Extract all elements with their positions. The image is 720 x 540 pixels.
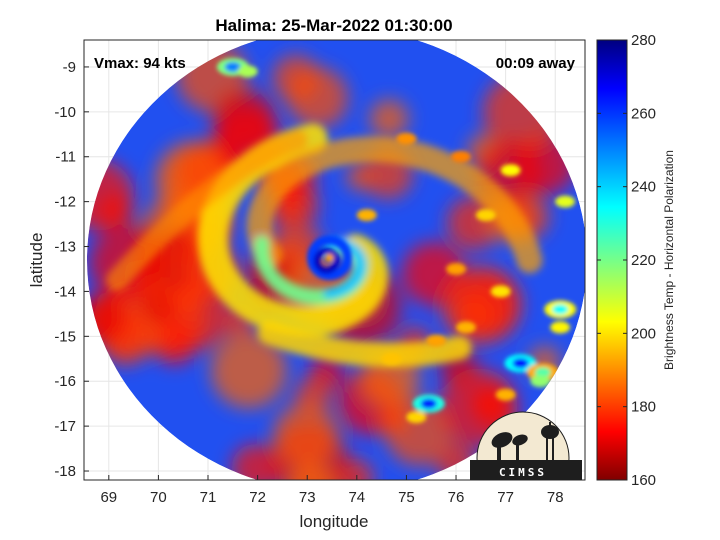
x-tick-label: 69 (100, 489, 117, 506)
western-band (105, 129, 308, 291)
texture-blob (86, 159, 134, 231)
scattered-cell (237, 65, 258, 78)
axes-frame (83, 39, 586, 481)
scattered-cell (426, 334, 447, 347)
texture-blob (273, 403, 338, 468)
y-tick-label: -17 (54, 418, 76, 435)
scattered-cell (381, 352, 402, 365)
y-tick-label: -12 (54, 194, 76, 211)
scattered-cell (500, 164, 521, 177)
rain-bands (105, 123, 543, 368)
scattered-cell (396, 132, 417, 145)
y-tick-label: -18 (54, 463, 76, 480)
y-tick-label: -9 (63, 59, 76, 76)
outer-rain-band (197, 123, 389, 337)
y-tick-label: -13 (54, 239, 76, 256)
colorbar-tick-label: 160 (631, 472, 656, 489)
texture-blob (141, 290, 175, 324)
texture-blob (287, 67, 348, 129)
outer-rain-band (246, 136, 543, 274)
x-ticks: 69 70 71 72 73 74 75 76 77 78 (100, 475, 564, 506)
y-tick-label: -15 (54, 328, 76, 345)
scattered-cell (530, 375, 551, 388)
scattered-cell (475, 209, 496, 222)
logo-text: CIMSS (499, 466, 547, 479)
inner-rain-band (318, 238, 367, 299)
scattered-cell (446, 262, 467, 275)
convective-cell (534, 367, 551, 378)
texture-blob (210, 332, 287, 409)
time-offset-annotation: 00:09 away (496, 55, 576, 72)
x-tick-label: 77 (497, 489, 514, 506)
x-tick-label: 74 (348, 489, 365, 506)
x-tick-label: 70 (150, 489, 167, 506)
convective-cell (512, 358, 529, 369)
x-tick-label: 73 (299, 489, 316, 506)
brightness-temperature-swath (86, 40, 585, 480)
storm-eye (325, 253, 334, 262)
convective-cell (552, 304, 569, 315)
scattered-cell (555, 195, 576, 208)
x-tick-label: 72 (249, 489, 266, 506)
y-axis-label: latitude (27, 233, 46, 288)
texture-blob (231, 443, 280, 480)
eyewall (307, 235, 353, 281)
texture-blob (385, 399, 453, 466)
chart-title: Halima: 25-Mar-2022 01:30:00 (215, 16, 452, 35)
colorbar-tick-label: 220 (631, 252, 656, 269)
x-axis-label: longitude (299, 512, 368, 531)
x-tick-label: 71 (200, 489, 217, 506)
colorbar-tick-label: 280 (631, 32, 656, 49)
colorbar-ticks: 280 260 240 220 200 180 160 (597, 32, 656, 489)
y-tick-label: -11 (55, 149, 76, 166)
scattered-cell (450, 150, 471, 163)
scattered-cell (490, 285, 511, 298)
colorbar-gradient (596, 39, 628, 481)
y-tick-label: -16 (54, 373, 76, 390)
vmax-annotation: Vmax: 94 kts (94, 55, 186, 72)
y-tick-label: -10 (54, 104, 76, 121)
y-tick-label: -14 (54, 283, 76, 300)
southern-rain-band (257, 320, 472, 368)
y-ticks: -9 -10 -11 -12 -13 -14 -15 -16 -17 -18 (54, 59, 89, 480)
scattered-cell (495, 388, 516, 401)
texture-blob (441, 265, 521, 345)
scattered-cell (455, 321, 476, 334)
scattered-cell (550, 321, 571, 334)
texture-blob (287, 462, 335, 480)
texture-blob (369, 99, 409, 139)
colorbar-tick-label: 260 (631, 105, 656, 122)
scattered-cell (356, 209, 377, 222)
eyewall-core (313, 247, 340, 274)
colorbar: 280 260 240 220 200 180 160 Brightness Temp - … (596, 32, 676, 489)
scattered-cell (406, 411, 427, 424)
colorbar-tick-label: 180 (631, 399, 656, 416)
cimss-logo: CIMSS (470, 411, 582, 480)
x-tick-label: 75 (398, 489, 415, 506)
x-tick-label: 78 (547, 489, 564, 506)
convective-cells (216, 57, 577, 424)
colorbar-tick-label: 240 (631, 179, 656, 196)
x-tick-label: 76 (448, 489, 465, 506)
colorbar-tick-label: 200 (631, 325, 656, 342)
convective-cell (420, 398, 437, 409)
convective-cell (224, 61, 241, 72)
colorbar-label: Brightness Temp - Horizontal Polarizatio… (662, 150, 676, 370)
